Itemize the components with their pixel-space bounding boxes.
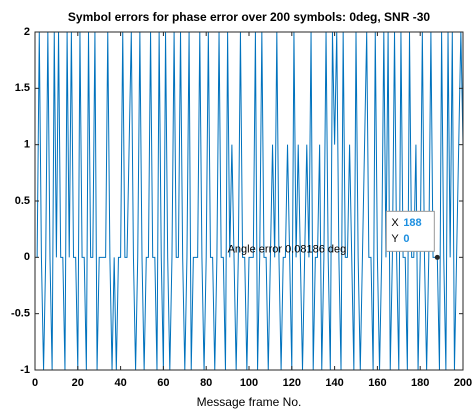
y-tick-label: -0.5 [11,308,30,320]
x-tick-label: 40 [114,377,126,389]
x-tick-label: 20 [72,377,84,389]
chart-title: Symbol errors for phase error over 200 s… [68,10,430,24]
x-tick-label: 0 [32,377,38,389]
x-tick-label: 80 [200,377,212,389]
y-tick-label: -1 [20,364,30,376]
x-tick-label: 160 [368,377,386,389]
x-axis-label: Message frame No. [197,395,302,409]
x-tick-label: 100 [240,377,258,389]
datatip-point [434,254,440,260]
x-tick-label: 60 [157,377,169,389]
y-tick-label: 0.5 [15,195,30,207]
x-tick-label: 200 [454,377,472,389]
datatip-y-label: Y [391,233,399,245]
y-tick-label: 0 [24,251,30,263]
annotation: Angle error 0.08186 deg [228,243,347,255]
datatip-box [385,210,435,252]
datatip-x-label: X [391,217,399,229]
x-tick-label: 140 [325,377,343,389]
y-tick-label: 1 [24,139,30,151]
datatip-y-value: 0 [403,233,409,245]
datatip-x-value: 188 [403,217,421,229]
x-tick-label: 180 [411,377,429,389]
data-line [36,31,464,371]
y-tick-label: 1.5 [15,82,30,94]
x-tick-label: 120 [283,377,301,389]
y-tick-label: 2 [24,26,30,38]
